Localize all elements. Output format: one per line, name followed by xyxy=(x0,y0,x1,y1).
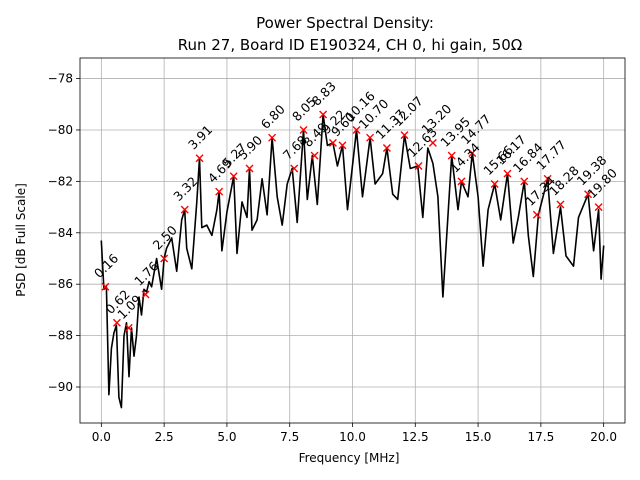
peak-marker xyxy=(400,131,409,140)
peak-marker xyxy=(195,154,204,163)
peak-label: 3.91 xyxy=(185,122,215,152)
peak-marker xyxy=(310,151,319,160)
peak-marker xyxy=(468,149,477,158)
x-tick-label: 10.0 xyxy=(339,430,366,444)
x-tick-label: 0.0 xyxy=(92,430,111,444)
peak-marker xyxy=(101,282,110,291)
x-ticks: 0.0 2.5 5.0 7.5 10.0 12.5 15.0 17.5 20.0 xyxy=(92,423,617,444)
y-tick-label: −80 xyxy=(48,123,73,137)
x-tick-label: 5.0 xyxy=(217,430,236,444)
peak-marker xyxy=(457,177,466,186)
chart-title-line1: Power Spectral Density: xyxy=(256,14,434,32)
peak-label: 6.80 xyxy=(258,102,288,132)
chart-title-line2: Run 27, Board ID E190324, CH 0, hi gain,… xyxy=(178,36,523,54)
peak-marker xyxy=(338,141,347,150)
y-gridlines xyxy=(80,78,625,388)
peak-marker xyxy=(180,205,189,214)
peak-marker xyxy=(382,143,391,152)
x-tick-label: 7.5 xyxy=(280,430,299,444)
x-gridlines xyxy=(100,58,605,423)
peak-marker xyxy=(215,187,224,196)
peak-markers xyxy=(101,110,603,332)
peak-marker xyxy=(584,190,593,199)
peak-label: 3.32 xyxy=(170,174,200,204)
psd-trace xyxy=(100,113,605,409)
x-tick-label: 20.0 xyxy=(590,430,617,444)
peak-marker xyxy=(428,138,437,147)
y-ticks: −90 −88 −86 −84 −82 −80 −78 xyxy=(48,72,80,394)
y-tick-label: −86 xyxy=(48,277,73,291)
peak-marker xyxy=(503,169,512,178)
peak-marker xyxy=(290,164,299,173)
peak-marker xyxy=(532,210,541,219)
peak-marker xyxy=(229,172,238,181)
x-tick-label: 12.5 xyxy=(402,430,429,444)
peak-marker xyxy=(366,133,375,142)
peak-marker xyxy=(268,133,277,142)
peak-marker xyxy=(352,125,361,134)
peak-label: 0.16 xyxy=(91,251,121,281)
peak-marker xyxy=(594,203,603,212)
peak-marker xyxy=(414,161,423,170)
x-tick-label: 2.5 xyxy=(155,430,174,444)
peak-marker xyxy=(299,125,308,134)
peak-label: 2.50 xyxy=(150,222,180,252)
x-axis-label: Frequency [MHz] xyxy=(299,451,400,465)
y-tick-label: −82 xyxy=(48,174,73,188)
peak-marker xyxy=(447,151,456,160)
peak-marker xyxy=(160,254,169,263)
x-tick-label: 17.5 xyxy=(528,430,555,444)
y-tick-label: −78 xyxy=(48,72,73,86)
y-tick-label: −84 xyxy=(48,226,73,240)
peak-marker xyxy=(556,200,565,209)
peak-marker xyxy=(490,179,499,188)
peak-marker xyxy=(543,174,552,183)
y-axis-label: PSD [dB Full Scale] xyxy=(14,183,28,297)
peak-marker xyxy=(245,164,254,173)
x-tick-label: 15.0 xyxy=(465,430,492,444)
y-tick-label: −88 xyxy=(48,329,73,343)
peak-marker xyxy=(328,138,337,147)
peak-marker xyxy=(520,177,529,186)
peak-marker xyxy=(319,110,328,119)
peak-marker xyxy=(112,318,121,327)
peak-marker xyxy=(124,323,133,332)
peak-marker xyxy=(141,290,150,299)
y-tick-label: −90 xyxy=(48,380,73,394)
